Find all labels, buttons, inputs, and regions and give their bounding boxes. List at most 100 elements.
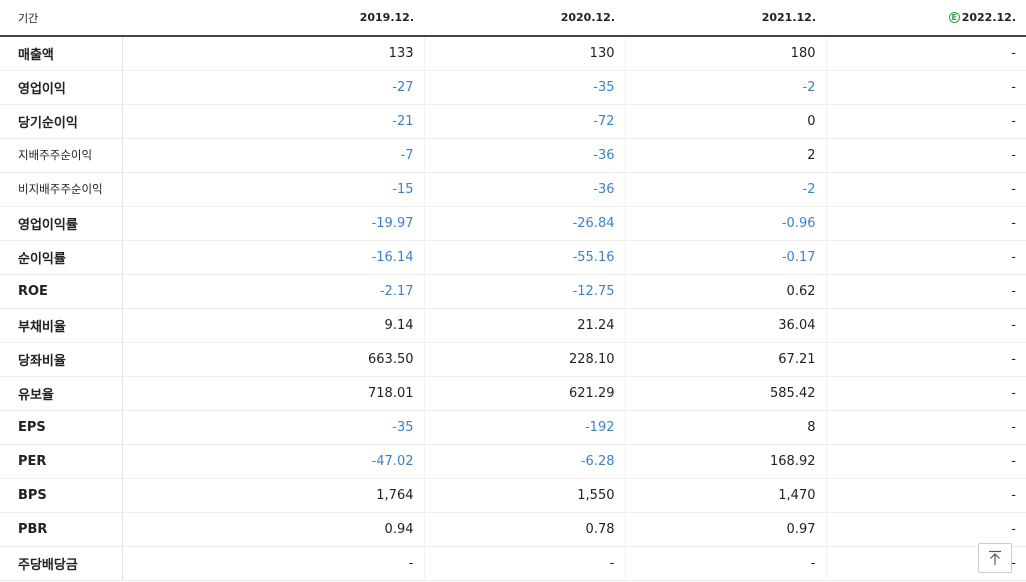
- value-cell: -: [826, 104, 1026, 139]
- row-label: 매출액: [0, 36, 123, 71]
- value-cell: -55.16: [424, 240, 626, 275]
- value-cell: 663.50: [122, 342, 425, 377]
- year-header-2022: E 2022.12.: [826, 0, 1026, 37]
- table-row: PER -47.02 -6.28 168.92-: [0, 444, 1026, 479]
- year-header-2019: 2019.12.: [122, 0, 424, 37]
- value-cell: -: [826, 444, 1026, 479]
- value-cell: -: [826, 307, 1026, 343]
- table-row: 주당배당금 - - - -: [0, 545, 1026, 581]
- table-row: 영업이익 -27 -35 -2-: [0, 70, 1026, 105]
- value-cell: 67.21: [625, 342, 827, 377]
- value-cell: -16.14: [122, 240, 425, 275]
- value-cell: -36: [424, 172, 626, 207]
- value-cell: 133: [122, 36, 425, 71]
- value-cell: -47.02: [122, 444, 425, 479]
- value-cell: -7: [122, 138, 425, 173]
- table-row: 순이익률 -16.14 -55.16 -0.17-: [0, 240, 1026, 275]
- value-cell: 0: [625, 104, 827, 139]
- value-cell: -: [122, 545, 425, 581]
- value-cell: 2: [625, 138, 827, 173]
- year-header-2021: 2021.12.: [625, 0, 826, 37]
- table-row: 비지배주주순이익 -15 -36 -2-: [0, 172, 1026, 207]
- row-label: 유보율: [0, 376, 123, 411]
- row-label: PBR: [0, 512, 123, 547]
- table-row: PBR 0.94 0.78 0.97-: [0, 512, 1026, 547]
- table-row: ROE -2.17 -12.75 0.62-: [0, 274, 1026, 309]
- value-cell: -2: [625, 70, 827, 105]
- value-cell: -: [826, 409, 1026, 445]
- value-cell: 21.24: [424, 307, 626, 343]
- value-cell: -72: [424, 104, 626, 139]
- row-label: 비지배주주순이익: [0, 172, 123, 207]
- value-cell: -: [826, 376, 1026, 411]
- value-cell: -: [826, 205, 1026, 241]
- row-label: PER: [0, 444, 123, 479]
- value-cell: 1,550: [424, 478, 626, 513]
- table-row: 영업이익률 -19.97 -26.84 -0.96-: [0, 205, 1026, 241]
- arrow-up-to-top-icon: [989, 550, 1001, 565]
- row-label: ROE: [0, 274, 123, 309]
- value-cell: 9.14: [122, 307, 425, 343]
- value-cell: -: [424, 545, 626, 581]
- value-cell: 168.92: [625, 444, 827, 479]
- value-cell: -: [826, 512, 1026, 547]
- value-cell: 0.97: [625, 512, 827, 547]
- value-cell: -6.28: [424, 444, 626, 479]
- value-cell: 718.01: [122, 376, 425, 411]
- value-cell: -35: [122, 409, 425, 445]
- value-cell: 180: [625, 36, 827, 71]
- table-row: 매출액 133 130 180-: [0, 36, 1026, 71]
- value-cell: 36.04: [625, 307, 827, 343]
- value-cell: 228.10: [424, 342, 626, 377]
- row-label: 당기순이익: [0, 104, 123, 139]
- value-cell: 8: [625, 409, 827, 445]
- value-cell: 0.62: [625, 274, 827, 309]
- value-cell: -2: [625, 172, 827, 207]
- value-cell: -0.96: [625, 205, 827, 241]
- table-header-row: 기간 2019.12. 2020.12. 2021.12. E 2022.12.: [0, 0, 1026, 37]
- value-cell: -2.17: [122, 274, 425, 309]
- value-cell: 1,764: [122, 478, 425, 513]
- value-cell: -: [826, 36, 1026, 71]
- value-cell: -: [826, 172, 1026, 207]
- table-row: 유보율 718.01 621.29 585.42-: [0, 376, 1026, 411]
- row-label: 영업이익률: [0, 205, 123, 241]
- table-row: EPS -35 -192 8-: [0, 409, 1026, 445]
- row-label: 부채비율: [0, 307, 123, 343]
- table-row: 부채비율 9.14 21.24 36.04-: [0, 307, 1026, 343]
- value-cell: -: [826, 274, 1026, 309]
- table-row: 지배주주순이익 -7 -36 2-: [0, 138, 1026, 173]
- table-row: 당기순이익 -21 -72 0-: [0, 104, 1026, 139]
- value-cell: -: [826, 342, 1026, 377]
- year-header-2022-label: 2022.12.: [961, 11, 1016, 24]
- estimate-badge-icon: E: [948, 12, 960, 23]
- row-label: BPS: [0, 478, 123, 513]
- value-cell: -19.97: [122, 205, 425, 241]
- value-cell: -: [826, 478, 1026, 513]
- value-cell: -26.84: [424, 205, 626, 241]
- row-label: 주당배당금: [0, 545, 123, 581]
- scroll-to-top-button[interactable]: [978, 543, 1012, 573]
- year-header-2020: 2020.12.: [424, 0, 625, 37]
- value-cell: 0.94: [122, 512, 425, 547]
- value-cell: -0.17: [625, 240, 827, 275]
- row-label: 순이익률: [0, 240, 123, 275]
- row-label: EPS: [0, 409, 123, 445]
- value-cell: -: [826, 138, 1026, 173]
- value-cell: 585.42: [625, 376, 827, 411]
- value-cell: 621.29: [424, 376, 626, 411]
- value-cell: -27: [122, 70, 425, 105]
- row-label: 영업이익: [0, 70, 123, 105]
- table-row: 당좌비율 663.50 228.10 67.21-: [0, 342, 1026, 377]
- value-cell: -: [826, 240, 1026, 275]
- value-cell: -21: [122, 104, 425, 139]
- value-cell: -15: [122, 172, 425, 207]
- table-row: BPS 1,764 1,550 1,470-: [0, 478, 1026, 513]
- period-header: 기간: [0, 0, 122, 37]
- row-label: 지배주주순이익: [0, 138, 123, 173]
- value-cell: -: [826, 70, 1026, 105]
- value-cell: -192: [424, 409, 626, 445]
- value-cell: 1,470: [625, 478, 827, 513]
- row-label: 당좌비율: [0, 342, 123, 377]
